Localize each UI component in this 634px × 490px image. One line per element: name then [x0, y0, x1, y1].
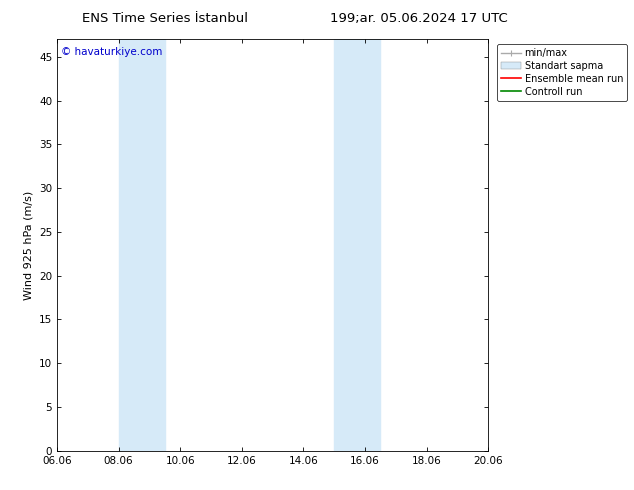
Text: 199;ar. 05.06.2024 17 UTC: 199;ar. 05.06.2024 17 UTC	[330, 12, 507, 25]
Y-axis label: Wind 925 hPa (m/s): Wind 925 hPa (m/s)	[23, 191, 34, 299]
Bar	[334, 39, 380, 451]
Text: © havaturkiye.com: © havaturkiye.com	[61, 48, 163, 57]
Legend: min/max, Standart sapma, Ensemble mean run, Controll run: min/max, Standart sapma, Ensemble mean r…	[497, 44, 627, 100]
Text: ENS Time Series İstanbul: ENS Time Series İstanbul	[82, 12, 249, 25]
Bar	[119, 39, 165, 451]
